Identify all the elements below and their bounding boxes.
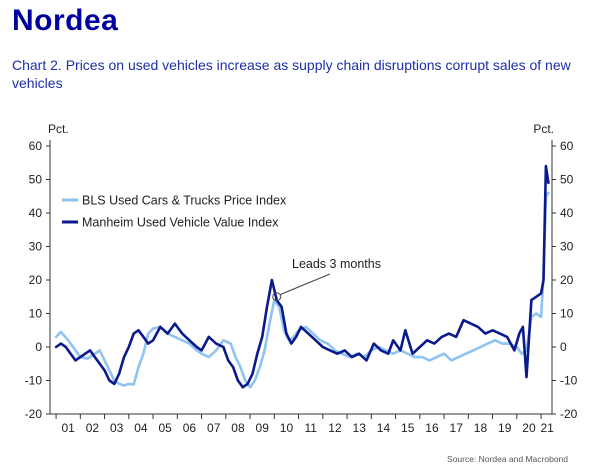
y-tick-label-right: 50 [560, 173, 574, 187]
x-tick-label: 11 [304, 421, 317, 435]
y-unit-right: Pct. [533, 122, 554, 136]
y-tick-label-left: 30 [29, 240, 43, 254]
annotation-layer: Leads 3 months [272, 257, 381, 302]
annotation-leader-line [279, 273, 331, 296]
y-tick-label-right: 10 [560, 307, 574, 321]
x-tick-label: 21 [540, 421, 554, 435]
annotation-marker [272, 292, 282, 302]
y-tick-label-right: 30 [560, 240, 574, 254]
x-tick-label: 10 [280, 421, 294, 435]
x-tick-label: 12 [328, 421, 342, 435]
y-tick-label-left: 40 [29, 206, 43, 220]
legend: BLS Used Cars & Trucks Price Index Manhei… [62, 194, 287, 230]
x-tick-label: 14 [377, 421, 391, 435]
legend-label: Manheim Used Vehicle Value Index [82, 216, 279, 230]
x-tick-label: 16 [425, 421, 439, 435]
y-tick-label-left: 10 [29, 307, 43, 321]
series-layer [54, 164, 550, 389]
x-tick-label: 13 [353, 421, 367, 435]
nordea-logo: Nordea [12, 4, 119, 37]
y-tick-label-right: 20 [560, 273, 574, 287]
x-tick-label: 08 [231, 421, 245, 435]
x-tick-label: 09 [256, 421, 270, 435]
x-tick-label: 05 [159, 421, 173, 435]
x-tick-label: 06 [183, 421, 197, 435]
y-tick-label-right: 40 [560, 206, 574, 220]
x-tick-label: 15 [401, 421, 415, 435]
y-tick-label-left: 0 [35, 340, 42, 354]
y-tick-label-right: 60 [560, 139, 574, 153]
chart-title: Chart 2. Prices on used vehicles increas… [12, 57, 571, 91]
y-tick-label-left: 50 [29, 173, 43, 187]
y-unit-left: Pct. [48, 122, 69, 136]
series-line-manheim [54, 164, 550, 389]
x-tick-label: 04 [134, 421, 148, 435]
legend-label: BLS Used Cars & Trucks Price Index [82, 194, 287, 208]
x-tick-label: 17 [450, 421, 464, 435]
x-tick-label: 01 [62, 421, 76, 435]
y-tick-label-left: 60 [29, 139, 43, 153]
y-tick-label-left: -10 [25, 374, 43, 388]
x-tick-label: 19 [498, 421, 512, 435]
x-tick-label: 03 [110, 421, 124, 435]
source-note: Source: Nordea and Macrobond [447, 454, 568, 464]
y-tick-label-left: 20 [29, 273, 43, 287]
y-tick-label-left: -20 [25, 407, 43, 421]
x-tick-label: 07 [207, 421, 221, 435]
y-tick-label-right: -10 [560, 374, 578, 388]
annotation-label: Leads 3 months [292, 257, 381, 271]
x-tick-label: 02 [86, 421, 100, 435]
y-tick-label-right: -20 [560, 407, 578, 421]
x-tick-label: 18 [474, 421, 488, 435]
x-tick-label: 20 [522, 421, 536, 435]
y-tick-label-right: 0 [560, 340, 567, 354]
